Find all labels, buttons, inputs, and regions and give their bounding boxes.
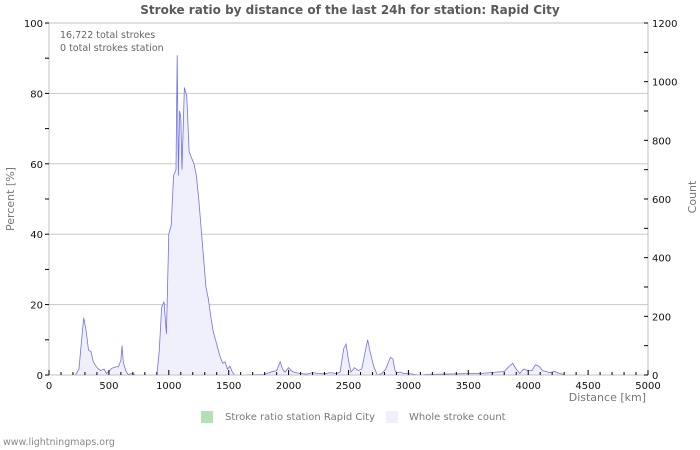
svg-text:200: 200 (652, 312, 671, 323)
svg-text:20: 20 (30, 301, 43, 312)
svg-text:400: 400 (652, 254, 671, 265)
whole-stroke-count-area (75, 55, 565, 376)
svg-text:4500: 4500 (575, 381, 600, 392)
svg-text:4000: 4000 (515, 381, 540, 392)
station-strokes-annotation: 0 total strokes station (60, 43, 164, 54)
svg-text:80: 80 (30, 89, 43, 100)
svg-text:2000: 2000 (276, 381, 301, 392)
svg-text:600: 600 (652, 195, 671, 206)
svg-text:500: 500 (99, 381, 118, 392)
svg-text:3500: 3500 (456, 381, 481, 392)
svg-text:0: 0 (46, 381, 52, 392)
whole-stroke-count-line (75, 55, 565, 376)
svg-text:1000: 1000 (156, 381, 181, 392)
y-axis-right: 0 200 400 600 800 1000 1200 (644, 19, 677, 382)
y-left-axis-title: Percent [%] (4, 167, 17, 231)
y-right-axis-title: Count (686, 180, 699, 213)
svg-text:1200: 1200 (652, 19, 677, 30)
svg-text:60: 60 (30, 160, 43, 171)
svg-text:1500: 1500 (216, 381, 241, 392)
svg-text:1000: 1000 (652, 78, 677, 89)
x-axis: 0 500 1000 1500 2000 2500 3000 3500 4000 4500 5000 (46, 370, 661, 392)
legend-swatch-whole (386, 411, 398, 423)
x-axis-title: Distance [km] (569, 391, 646, 404)
legend-swatch-station (201, 411, 213, 423)
svg-text:0: 0 (37, 371, 43, 382)
svg-text:3000: 3000 (396, 381, 421, 392)
svg-text:2500: 2500 (336, 381, 361, 392)
y-axis-left: 0 20 40 60 80 100 (24, 19, 49, 382)
svg-text:40: 40 (30, 230, 43, 241)
svg-text:5000: 5000 (635, 381, 660, 392)
plot-frame (48, 22, 649, 376)
svg-text:800: 800 (652, 136, 671, 147)
svg-text:0: 0 (652, 371, 658, 382)
grid-lines (49, 92, 648, 306)
legend-label-whole: Whole stroke count (409, 412, 506, 423)
svg-text:100: 100 (24, 19, 43, 30)
footer-credit: www.lightningmaps.org (3, 437, 115, 448)
legend-label-station: Stroke ratio station Rapid City (225, 412, 375, 423)
total-strokes-annotation: 16,722 total strokes (60, 30, 155, 41)
chart-title: Stroke ratio by distance of the last 24h… (140, 3, 560, 17)
